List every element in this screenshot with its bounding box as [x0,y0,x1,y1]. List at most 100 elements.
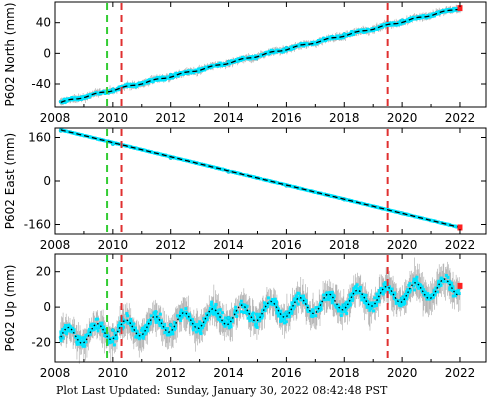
data-point [239,299,243,303]
data-point [155,318,159,322]
data-point [320,38,324,42]
data-point [288,312,292,316]
data-point [370,27,374,31]
data-point [209,308,213,312]
data-point [320,192,324,196]
data-point [335,305,339,309]
data-point [441,279,445,283]
data-point [343,309,347,313]
data-point [233,311,237,315]
data-point [330,301,334,305]
data-point [61,327,65,331]
data-point [438,281,442,285]
data-point [138,333,142,337]
data-point [231,319,235,323]
data-point [97,323,101,327]
data-point [397,22,401,26]
data-point [88,92,92,96]
y-tick-label: 0 [43,174,51,188]
data-point [175,72,179,76]
data-point [173,320,177,324]
data-point [247,55,251,59]
data-point [273,297,277,301]
data-point [217,308,221,312]
data-point [368,308,372,312]
data-point [182,310,186,314]
data-point [391,209,395,213]
data-point [62,330,66,334]
x-tick-label: 2020 [387,366,418,380]
data-point [146,321,150,325]
x-tick-label: 2018 [329,111,360,125]
data-point [75,98,79,102]
data-point [135,329,139,333]
data-point [345,311,349,315]
data-point [108,341,112,345]
data-point [184,307,188,311]
x-tick-label: 2016 [271,238,302,252]
data-point [326,295,330,299]
data-point [312,41,316,45]
data-point [144,330,148,334]
data-point [302,41,306,45]
data-point [263,51,267,55]
data-point [280,319,284,323]
x-tick-label: 2018 [329,238,360,252]
data-point [408,282,412,286]
data-point [146,324,150,328]
data-point [96,317,100,321]
y-axis-title: P602 North (mm) [3,2,17,106]
data-point [254,312,258,316]
data-point [381,288,385,292]
data-point [369,204,373,208]
data-point [75,342,79,346]
data-point [263,305,267,309]
data-point [159,319,163,323]
data-point [134,83,138,87]
data-point [279,316,283,320]
data-point [407,283,411,287]
data-point [437,279,441,283]
data-point [213,304,217,308]
data-point [341,307,345,311]
data-point [377,299,381,303]
data-point [254,324,258,328]
data-point [134,335,138,339]
data-point [383,22,387,26]
data-point [280,48,284,52]
data-point [241,303,245,307]
data-point [146,323,150,327]
data-point [222,319,226,323]
data-point [319,307,323,311]
data-point [97,92,101,96]
data-point [368,29,372,33]
data-point [197,162,201,166]
data-point [301,296,305,300]
data-point [445,9,449,13]
data-point [101,327,105,331]
data-point [376,294,380,298]
data-point [345,32,349,36]
data-point [104,334,108,338]
data-point [351,297,355,301]
data-point [287,310,291,314]
data-point [182,313,186,317]
data-point [439,276,443,280]
data-point [211,309,215,313]
data-point [450,288,454,292]
data-point [345,300,349,304]
data-point [252,175,256,179]
data-point [136,335,140,339]
data-point [318,308,322,312]
data-point [436,281,440,285]
series-point [284,310,289,315]
data-point [420,15,424,19]
data-point [383,281,387,285]
x-tick-label: 2010 [98,111,129,125]
data-point [258,177,262,181]
y-tick-label: 0 [43,46,51,60]
data-point [408,288,412,292]
data-point [358,285,362,289]
data-point [144,81,148,85]
data-point [167,333,171,337]
